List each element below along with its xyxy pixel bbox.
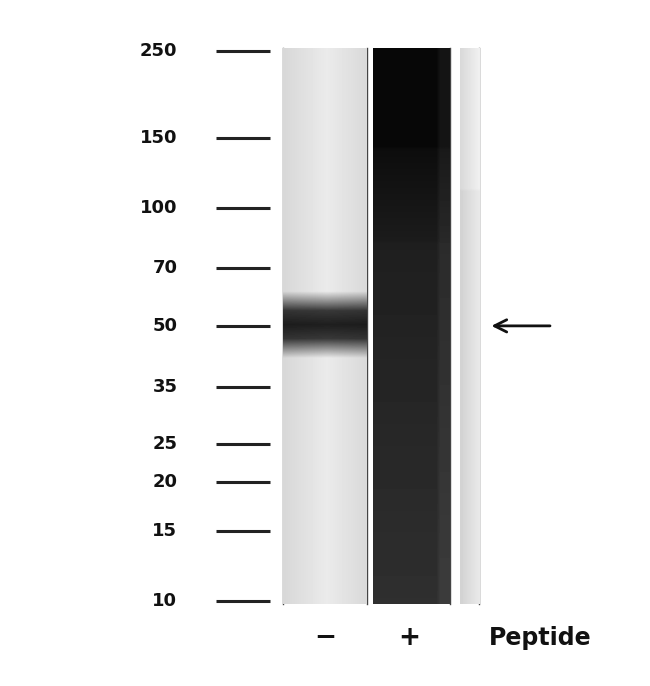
Text: 100: 100 <box>140 198 177 217</box>
Text: 50: 50 <box>152 317 177 335</box>
Text: +: + <box>398 625 421 651</box>
Text: 35: 35 <box>152 378 177 396</box>
Text: 10: 10 <box>152 591 177 610</box>
Text: Peptide: Peptide <box>489 626 592 650</box>
Text: 20: 20 <box>152 473 177 491</box>
Text: 250: 250 <box>140 43 177 60</box>
Bar <box>283 48 367 604</box>
Text: 25: 25 <box>152 435 177 453</box>
Text: 15: 15 <box>152 522 177 541</box>
Text: −: − <box>314 625 336 651</box>
Text: 150: 150 <box>140 130 177 147</box>
Text: 70: 70 <box>152 259 177 277</box>
